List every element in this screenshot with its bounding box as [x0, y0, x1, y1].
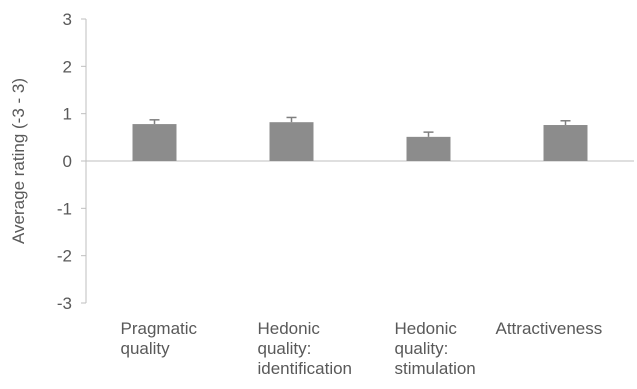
y-tick-label: 0: [63, 152, 72, 171]
x-category-label: quality:: [395, 339, 449, 358]
bar: [132, 124, 177, 161]
y-tick-label: -2: [57, 247, 72, 266]
x-category-label: Hedonic: [395, 319, 458, 338]
x-category-label: identification: [258, 359, 353, 378]
x-category-label: Pragmatic: [121, 319, 198, 338]
x-category-label: stimulation: [395, 359, 476, 378]
y-axis-ticks: 3 2 1 0 -1 -2 -3: [57, 10, 86, 313]
x-category-label: Hedonic: [258, 319, 321, 338]
y-tick-label: -3: [57, 294, 72, 313]
bar: [269, 122, 314, 161]
category-labels: PragmaticqualityHedonicquality:identific…: [121, 319, 603, 378]
bar: [543, 125, 588, 161]
y-axis-title: Average rating (-3 - 3): [9, 78, 28, 244]
y-tick-label: 3: [63, 10, 72, 29]
x-category-label: quality:: [258, 339, 312, 358]
y-tick-label: 1: [63, 105, 72, 124]
x-category-label: quality: [121, 339, 171, 358]
y-tick-label: -1: [57, 199, 72, 218]
x-category-label: Attractiveness: [496, 319, 603, 338]
bar: [406, 136, 451, 161]
error-bars: [149, 116, 571, 137]
y-tick-label: 2: [63, 57, 72, 76]
y-axis-title-group: Average rating (-3 - 3): [9, 78, 28, 244]
bars: [132, 122, 588, 161]
